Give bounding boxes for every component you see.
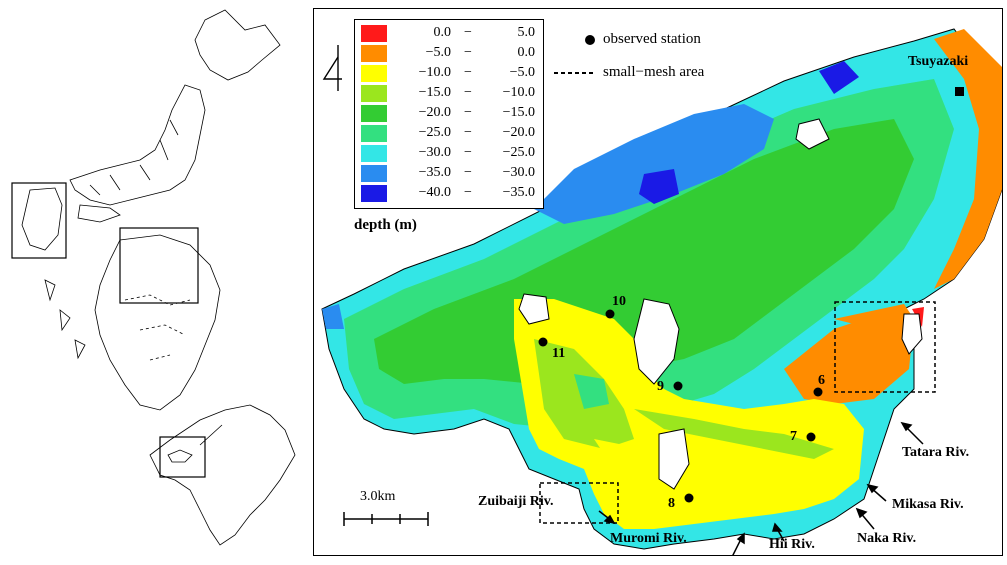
legend-lo: −40.0 [418,185,451,200]
station-label-6: 6 [818,373,825,388]
legend-lo: −30.0 [418,145,451,160]
legend-dash: − [464,145,472,160]
legend-dash: − [464,25,472,40]
legend-row: −15.0 − −10.0 [361,84,539,102]
north-arrow-icon [322,45,342,91]
scale-bar [343,512,429,526]
legend-hi: −15.0 [502,105,535,120]
legend-dash: − [464,105,472,120]
station-dot-8 [684,493,694,503]
shallow-zone [514,299,864,529]
legend-lo: −5.0 [425,45,451,60]
legend-hi: −35.0 [502,185,535,200]
fukuoka-detail-outline [149,404,296,546]
mikasa-river-label: Mikasa Riv. [892,497,964,512]
mesh-box-east [834,301,936,393]
legend-row: −5.0 − 0.0 [361,44,539,62]
fukuoka-box [119,227,199,304]
legend-lo: −15.0 [418,85,451,100]
station-dot-6 [813,387,823,397]
honshu-outline [69,84,206,206]
legend-dash: − [464,65,472,80]
legend-dash: − [464,85,472,100]
legend-hi: −5.0 [509,65,535,80]
station-label-7: 7 [790,429,797,444]
legend-swatch [361,25,387,42]
locator-maps [0,0,300,560]
legend-row: −35.0 − −30.0 [361,164,539,182]
legend-swatch [361,85,387,102]
deep-basin [534,104,774,224]
legend-row: −30.0 − −25.0 [361,144,539,162]
legend-dash: − [464,185,472,200]
legend-lo: −20.0 [418,105,451,120]
legend-swatch [361,145,387,162]
shikanoshima [633,298,680,385]
depth-map-panel: 0.0 − 5.0 −5.0 − 0.0 −10.0 − −5.0 −15.0 … [313,8,1003,556]
legend-row: −10.0 − −5.0 [361,64,539,82]
legend-hi: 5.0 [517,25,536,40]
legend-hi: 0.0 [517,45,536,60]
legend-hi: −30.0 [502,165,535,180]
legend-swatch [361,125,387,142]
key-mesh-label: small−mesh area [603,64,705,80]
mesh-box-west [539,482,619,524]
legend-swatch [361,165,387,182]
kyushu-large-outline [94,234,221,411]
nokonoshima [658,428,690,490]
station-label-9: 9 [657,379,664,394]
tsuyazaki-label: Tsuyazaki [908,54,969,69]
legend-swatch [361,105,387,122]
legend-dash: − [464,45,472,60]
hii-river-label: Hii Riv. [769,537,815,552]
legend-row: −40.0 − −35.0 [361,184,539,202]
station-label-11: 11 [552,346,566,361]
station-dot-11 [538,337,548,347]
legend-hi: −20.0 [502,125,535,140]
legend-row: 0.0 − 5.0 [361,24,539,42]
depth-legend: 0.0 − 5.0 −5.0 − 0.0 −10.0 − −5.0 −15.0 … [354,19,544,209]
legend-dash: − [464,125,472,140]
naka-river-label: Naka Riv. [857,531,917,546]
kyushu-box [11,182,67,259]
station-label-10: 10 [612,294,626,309]
legend-swatch [361,65,387,82]
legend-dash: − [464,165,472,180]
bathymetry-svg [321,28,1002,555]
legend-hi: −25.0 [502,145,535,160]
legend-swatch [361,185,387,202]
legend-hi: −10.0 [502,85,535,100]
legend-lo: 0.0 [433,25,452,40]
north-glyph-text: 4 [319,49,320,50]
hakata-box [159,436,206,478]
kyushu-small-outline [21,187,63,251]
depth-unit-label: depth (m) [354,217,417,233]
legend-row: −20.0 − −15.0 [361,104,539,122]
key-station-label: observed station [603,31,701,47]
locator-svg [11,9,296,546]
legend-lo: −10.0 [418,65,451,80]
tatara-river-label: Tatara Riv. [902,445,970,460]
zuibaiji-river-label: Zuibaiji Riv. [478,494,554,509]
shikoku-outline [77,204,121,223]
station-dot-10 [605,309,615,319]
station-dot-7 [806,432,816,442]
legend-lo: −25.0 [418,125,451,140]
tsuyazaki-marker [955,87,964,96]
muromi-river-label: Muromi Riv. [610,531,687,546]
station-label-8: 8 [668,496,675,511]
legend-swatch [361,45,387,62]
key-station-dot [585,35,595,45]
scale-label: 3.0km [360,489,396,504]
station-dot-9 [673,381,683,391]
legend-row: −25.0 − −20.0 [361,124,539,142]
hokkaido-outline [194,9,281,81]
legend-lo: −35.0 [418,165,451,180]
